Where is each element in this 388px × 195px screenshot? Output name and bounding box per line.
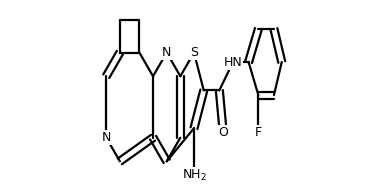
Text: N: N (102, 131, 111, 144)
Text: O: O (218, 126, 228, 139)
Text: N: N (162, 46, 171, 59)
Text: HN: HN (223, 56, 242, 69)
Text: F: F (255, 126, 262, 139)
Text: S: S (190, 46, 198, 59)
Text: NH$_2$: NH$_2$ (182, 168, 206, 183)
